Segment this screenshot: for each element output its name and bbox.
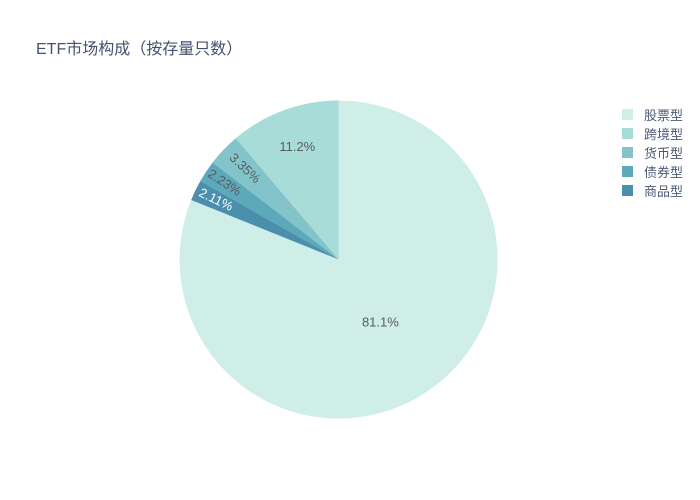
svg-text:11.2%: 11.2% xyxy=(279,139,315,154)
svg-text:81.1%: 81.1% xyxy=(362,315,399,330)
